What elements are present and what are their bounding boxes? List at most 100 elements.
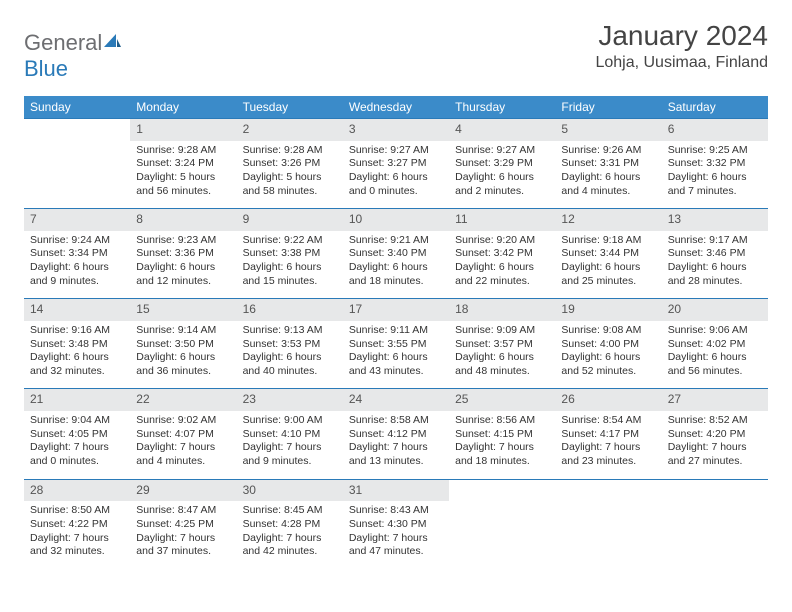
day-content-cell — [24, 141, 130, 209]
weekday-header: Sunday — [24, 96, 130, 119]
daylight-line-2: and 4 minutes. — [136, 455, 230, 469]
day-number-row: 28293031 — [24, 479, 768, 501]
sunrise-line: Sunrise: 9:22 AM — [243, 234, 337, 248]
sunrise-line: Sunrise: 9:11 AM — [349, 324, 443, 338]
daylight-line-1: Daylight: 7 hours — [561, 441, 655, 455]
daylight-line-2: and 9 minutes. — [30, 275, 124, 289]
day-number-cell — [662, 479, 768, 501]
day-number-cell: 14 — [24, 299, 130, 321]
sunset-line: Sunset: 3:29 PM — [455, 157, 549, 171]
sunset-line: Sunset: 3:44 PM — [561, 247, 655, 261]
day-number-cell: 19 — [555, 299, 661, 321]
sunset-line: Sunset: 4:12 PM — [349, 428, 443, 442]
daylight-line-1: Daylight: 6 hours — [136, 261, 230, 275]
weekday-header: Friday — [555, 96, 661, 119]
daylight-line-1: Daylight: 6 hours — [455, 351, 549, 365]
daylight-line-2: and 0 minutes. — [349, 185, 443, 199]
calendar-table: Sunday Monday Tuesday Wednesday Thursday… — [24, 96, 768, 569]
daylight-line-2: and 2 minutes. — [455, 185, 549, 199]
daylight-line-2: and 32 minutes. — [30, 365, 124, 379]
logo-text: General Blue — [24, 30, 122, 82]
day-content-cell: Sunrise: 9:23 AMSunset: 3:36 PMDaylight:… — [130, 231, 236, 299]
day-content-cell: Sunrise: 8:45 AMSunset: 4:28 PMDaylight:… — [237, 501, 343, 569]
sunrise-line: Sunrise: 8:58 AM — [349, 414, 443, 428]
logo-word1: General — [24, 30, 102, 55]
sunrise-line: Sunrise: 9:08 AM — [561, 324, 655, 338]
day-content-cell: Sunrise: 8:47 AMSunset: 4:25 PMDaylight:… — [130, 501, 236, 569]
daylight-line-1: Daylight: 7 hours — [136, 532, 230, 546]
sunrise-line: Sunrise: 8:47 AM — [136, 504, 230, 518]
daylight-line-1: Daylight: 7 hours — [243, 441, 337, 455]
day-number-cell: 28 — [24, 479, 130, 501]
day-number-cell: 4 — [449, 119, 555, 141]
sunrise-line: Sunrise: 8:52 AM — [668, 414, 762, 428]
sunrise-line: Sunrise: 8:43 AM — [349, 504, 443, 518]
day-number-cell: 31 — [343, 479, 449, 501]
daylight-line-2: and 22 minutes. — [455, 275, 549, 289]
daylight-line-1: Daylight: 7 hours — [136, 441, 230, 455]
day-number-cell: 9 — [237, 209, 343, 231]
daylight-line-2: and 48 minutes. — [455, 365, 549, 379]
sunrise-line: Sunrise: 9:16 AM — [30, 324, 124, 338]
sunset-line: Sunset: 3:32 PM — [668, 157, 762, 171]
day-number-row: 14151617181920 — [24, 299, 768, 321]
daylight-line-1: Daylight: 7 hours — [349, 532, 443, 546]
sunset-line: Sunset: 3:53 PM — [243, 338, 337, 352]
day-content-cell: Sunrise: 8:50 AMSunset: 4:22 PMDaylight:… — [24, 501, 130, 569]
daylight-line-1: Daylight: 6 hours — [30, 261, 124, 275]
daylight-line-2: and 56 minutes. — [668, 365, 762, 379]
day-number-row: 123456 — [24, 119, 768, 141]
sunrise-line: Sunrise: 9:28 AM — [136, 144, 230, 158]
daylight-line-2: and 13 minutes. — [349, 455, 443, 469]
sunset-line: Sunset: 4:15 PM — [455, 428, 549, 442]
day-content-cell: Sunrise: 9:28 AMSunset: 3:24 PMDaylight:… — [130, 141, 236, 209]
day-content-cell: Sunrise: 8:56 AMSunset: 4:15 PMDaylight:… — [449, 411, 555, 479]
day-content-cell: Sunrise: 9:14 AMSunset: 3:50 PMDaylight:… — [130, 321, 236, 389]
sunrise-line: Sunrise: 8:50 AM — [30, 504, 124, 518]
day-content-row: Sunrise: 9:28 AMSunset: 3:24 PM Daylight:… — [24, 141, 768, 209]
daylight-line-2: and 7 minutes. — [668, 185, 762, 199]
daylight-line-1: Daylight: 6 hours — [349, 171, 443, 185]
daylight-line-2: and 36 minutes. — [136, 365, 230, 379]
day-content-row: Sunrise: 9:04 AMSunset: 4:05 PMDaylight:… — [24, 411, 768, 479]
header: General Blue January 2024 Lohja, Uusimaa… — [24, 20, 768, 82]
weekday-header: Thursday — [449, 96, 555, 119]
day-number-cell: 2 — [237, 119, 343, 141]
sunset-line: Sunset: 4:17 PM — [561, 428, 655, 442]
day-content-cell: Sunrise: 8:43 AMSunset: 4:30 PMDaylight:… — [343, 501, 449, 569]
logo: General Blue — [24, 20, 122, 82]
day-content-cell: Sunrise: 9:21 AMSunset: 3:40 PMDaylight:… — [343, 231, 449, 299]
day-number-cell: 21 — [24, 389, 130, 411]
daylight-line-1: Daylight: 5 hours — [243, 171, 337, 185]
sunset-line: Sunset: 4:28 PM — [243, 518, 337, 532]
sunset-line: Sunset: 3:26 PM — [243, 157, 337, 171]
location: Lohja, Uusimaa, Finland — [595, 54, 768, 72]
sunrise-line: Sunrise: 9:06 AM — [668, 324, 762, 338]
sunrise-line: Sunrise: 9:02 AM — [136, 414, 230, 428]
day-content-cell: Sunrise: 9:28 AMSunset: 3:26 PMDaylight:… — [237, 141, 343, 209]
logo-word2: Blue — [24, 56, 68, 81]
day-number-cell: 17 — [343, 299, 449, 321]
day-number-cell: 11 — [449, 209, 555, 231]
day-number-row: 21222324252627 — [24, 389, 768, 411]
sunset-line: Sunset: 4:07 PM — [136, 428, 230, 442]
daylight-line-2: and 40 minutes. — [243, 365, 337, 379]
daylight-line-2: and 12 minutes. — [136, 275, 230, 289]
daylight-line-1: Daylight: 6 hours — [668, 261, 762, 275]
sunrise-line: Sunrise: 9:00 AM — [243, 414, 337, 428]
daylight-line-2: and 56 minutes. — [136, 185, 230, 199]
sunrise-line: Sunrise: 9:18 AM — [561, 234, 655, 248]
daylight-line-2: and 58 minutes. — [243, 185, 337, 199]
sunset-line: Sunset: 4:02 PM — [668, 338, 762, 352]
day-content-cell: Sunrise: 9:17 AMSunset: 3:46 PMDaylight:… — [662, 231, 768, 299]
daylight-line-2: and 28 minutes. — [668, 275, 762, 289]
sunset-line: Sunset: 3:24 PM — [136, 157, 230, 171]
day-content-cell: Sunrise: 9:25 AMSunset: 3:32 PMDaylight:… — [662, 141, 768, 209]
daylight-line-1: Daylight: 6 hours — [30, 351, 124, 365]
daylight-line-2: and 18 minutes. — [455, 455, 549, 469]
sunset-line: Sunset: 3:50 PM — [136, 338, 230, 352]
sunrise-line: Sunrise: 9:23 AM — [136, 234, 230, 248]
day-content-cell: Sunrise: 9:09 AMSunset: 3:57 PMDaylight:… — [449, 321, 555, 389]
day-number-cell: 15 — [130, 299, 236, 321]
daylight-line-2: and 47 minutes. — [349, 545, 443, 559]
